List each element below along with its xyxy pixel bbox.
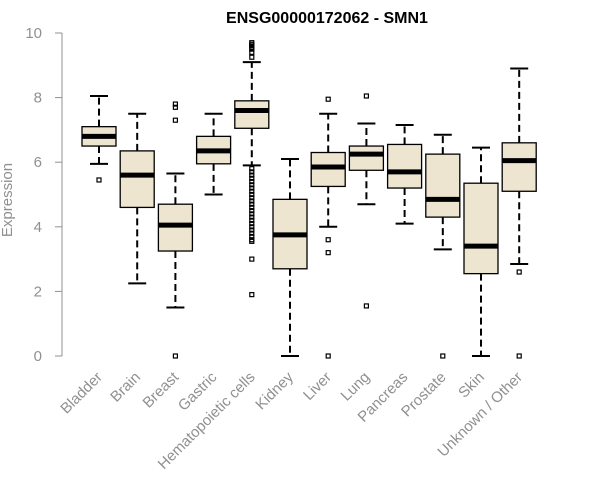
outlier-point [249, 214, 255, 220]
outlier-point [249, 188, 255, 194]
box-group [348, 93, 385, 309]
box-iqr [425, 153, 461, 218]
box-iqr [234, 100, 270, 129]
outlier-point [516, 353, 522, 359]
x-category-label: Kidney [252, 368, 297, 413]
y-axis: 0 2 4 6 8 10 [25, 25, 63, 365]
box-iqr [348, 145, 385, 171]
box-group [234, 40, 270, 298]
outlier-point [249, 256, 255, 262]
box-group [195, 112, 232, 196]
box-series [81, 40, 537, 359]
y-axis-label: Expression [0, 163, 16, 237]
outlier-point [249, 185, 255, 191]
box-group [501, 67, 537, 359]
outlier-point [325, 353, 331, 359]
box-group [310, 96, 346, 359]
x-category-label: Liver [300, 369, 335, 404]
y-tick-label: 6 [34, 154, 42, 171]
outlier-point [249, 220, 255, 227]
outlier-point [325, 96, 331, 102]
outlier-point [249, 208, 255, 214]
outlier-point [249, 230, 255, 236]
box-group [386, 124, 423, 225]
outlier-point [325, 250, 331, 256]
box-group [157, 101, 194, 359]
box-group [81, 94, 117, 183]
outlier-point [249, 195, 255, 201]
box-iqr [386, 143, 423, 189]
outlier-point [249, 198, 255, 204]
outlier-point [249, 211, 255, 217]
outlier-point [440, 353, 446, 359]
box-group [119, 112, 155, 285]
outlier-point [249, 191, 255, 198]
outlier-point [249, 166, 255, 172]
outlier-point [249, 172, 255, 178]
outlier-point [96, 177, 102, 183]
outlier-point [249, 175, 255, 181]
outlier-point [249, 204, 255, 211]
outlier-point [363, 93, 369, 99]
box-group [272, 157, 308, 357]
y-tick-label: 0 [34, 348, 42, 365]
x-category-label: Skin [455, 369, 488, 402]
outlier-point [172, 101, 178, 107]
outlier-point [516, 269, 522, 275]
box-group [463, 146, 499, 357]
outlier-point [249, 169, 255, 175]
outlier-point [249, 227, 255, 233]
x-category-label: Brain [107, 369, 144, 406]
outlier-point [249, 217, 255, 223]
outlier-point [249, 224, 255, 230]
outlier-point [249, 233, 255, 240]
outlier-point [249, 182, 255, 188]
outlier-point [172, 117, 178, 123]
box-group [425, 133, 461, 359]
chart-title: ENSG00000172062 - SMN1 [226, 10, 428, 27]
outlier-point [249, 292, 255, 298]
outlier-point [172, 353, 178, 359]
y-tick-label: 4 [34, 219, 42, 236]
outlier-point [249, 201, 255, 207]
y-tick-label: 8 [34, 90, 42, 107]
outlier-point [249, 178, 255, 185]
box-iqr [463, 182, 499, 275]
outlier-point [249, 238, 255, 244]
outlier-point [249, 49, 255, 55]
x-category-label: Bladder [57, 369, 106, 418]
outlier-point [363, 303, 369, 309]
box-iqr [119, 150, 155, 209]
box-iqr [501, 142, 537, 192]
outlier-point [249, 54, 255, 60]
outlier-point [172, 104, 178, 110]
outlier-point [325, 237, 331, 243]
outlier-point [249, 40, 255, 46]
y-tick-label: 2 [34, 283, 42, 300]
y-tick-label: 10 [25, 25, 42, 42]
